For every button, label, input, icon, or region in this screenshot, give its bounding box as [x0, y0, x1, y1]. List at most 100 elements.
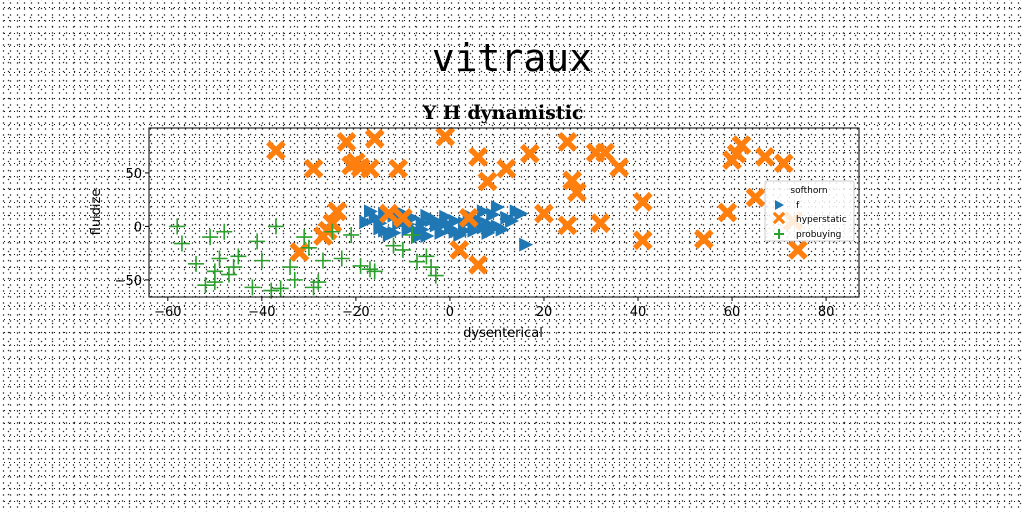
point-probuying — [272, 280, 289, 297]
point-hyperstatic — [449, 240, 470, 260]
point-f — [458, 223, 473, 238]
point-hyperstatic — [468, 146, 489, 167]
point-f — [439, 216, 454, 231]
point-probuying — [404, 226, 421, 243]
point-hyperstatic — [458, 207, 479, 228]
point-hyperstatic — [468, 255, 489, 275]
point-f — [486, 221, 501, 236]
point-hyperstatic — [477, 171, 498, 192]
point-f — [359, 215, 374, 230]
legend-label-hyperstatic: hyperstatic — [796, 215, 847, 225]
point-f — [411, 230, 426, 245]
point-probuying — [202, 229, 219, 246]
point-f — [490, 200, 505, 215]
legend: softhorn f hyperstatic probuying — [764, 180, 855, 242]
point-probuying — [427, 267, 444, 284]
point-probuying — [385, 237, 402, 254]
point-probuying — [173, 235, 190, 252]
point-f — [519, 237, 534, 252]
point-hyperstatic — [745, 187, 766, 208]
point-hyperstatic — [731, 135, 752, 156]
point-probuying — [300, 239, 317, 256]
x-axis: −60 −40 −20 0 20 40 60 80 — [154, 297, 834, 320]
point-hyperstatic — [773, 153, 794, 174]
point-probuying — [188, 255, 205, 272]
point-probuying — [361, 261, 378, 278]
point-f — [495, 222, 510, 237]
point-probuying — [286, 271, 303, 288]
x-tick-label: 0 — [446, 305, 454, 320]
point-f — [514, 206, 529, 221]
point-hyperstatic — [557, 215, 578, 236]
point-hyperstatic — [609, 157, 630, 178]
point-probuying — [244, 279, 261, 296]
y-tick-label: 0 — [134, 220, 142, 235]
point-probuying — [253, 252, 270, 269]
point-probuying — [211, 250, 228, 267]
x-tick-label: 40 — [630, 305, 647, 320]
x-tick-label: 60 — [724, 305, 741, 320]
legend-entry-probuying: probuying — [774, 229, 841, 240]
point-f — [415, 222, 430, 237]
point-hyperstatic — [364, 128, 385, 149]
point-hyperstatic — [717, 202, 738, 223]
point-probuying — [197, 277, 214, 294]
y-tick-label: −50 — [115, 274, 142, 289]
point-f — [363, 204, 378, 219]
legend-marker-probuying — [774, 229, 784, 239]
point-f — [420, 229, 435, 244]
x-axis-label: dysenterical — [463, 326, 543, 341]
point-probuying — [423, 259, 440, 276]
point-probuying — [282, 259, 299, 276]
point-hyperstatic — [632, 191, 653, 212]
legend-entry-f: f — [775, 200, 800, 211]
point-hyperstatic — [336, 132, 357, 152]
legend-box — [764, 180, 855, 242]
point-probuying — [169, 218, 186, 235]
point-probuying — [225, 259, 242, 276]
point-f — [434, 225, 449, 240]
point-hyperstatic — [590, 213, 611, 234]
point-hyperstatic — [595, 142, 615, 163]
y-tick-label: 50 — [125, 167, 142, 182]
point-hyperstatic — [632, 230, 653, 251]
point-hyperstatic — [327, 201, 347, 222]
point-hyperstatic — [388, 158, 409, 179]
point-hyperstatic — [519, 143, 540, 164]
chart-marks — [169, 126, 808, 299]
point-probuying — [324, 223, 341, 240]
plot-frame — [148, 127, 860, 298]
point-hyperstatic — [566, 182, 587, 203]
point-probuying — [394, 241, 411, 258]
point-f — [420, 208, 435, 223]
point-probuying — [343, 226, 360, 243]
legend-marker-f — [775, 200, 784, 210]
point-hyperstatic — [755, 146, 775, 167]
point-f — [387, 225, 402, 240]
x-tick-label: −40 — [248, 305, 275, 320]
legend-title: softhorn — [790, 186, 827, 196]
x-tick-label: −20 — [342, 305, 369, 320]
point-hyperstatic — [534, 203, 554, 224]
point-hyperstatic — [562, 170, 583, 191]
point-probuying — [220, 266, 237, 283]
point-probuying — [296, 229, 313, 246]
point-probuying — [314, 252, 331, 269]
point-hyperstatic — [378, 203, 399, 224]
point-probuying — [206, 274, 223, 291]
point-probuying — [366, 263, 383, 280]
point-probuying — [216, 223, 233, 240]
point-hyperstatic — [266, 140, 286, 161]
point-hyperstatic — [393, 207, 413, 228]
point-hyperstatic — [693, 229, 714, 250]
point-hyperstatic — [435, 126, 456, 147]
y-axis: −50 0 50 — [115, 167, 149, 289]
point-probuying — [230, 248, 247, 265]
point-probuying — [249, 233, 266, 250]
point-hyperstatic — [787, 240, 808, 260]
point-f — [373, 221, 388, 236]
x-tick-label: 20 — [536, 305, 553, 320]
y-axis-label: fluidize — [89, 189, 104, 236]
legend-entry-hyperstatic: hyperstatic — [772, 211, 847, 225]
